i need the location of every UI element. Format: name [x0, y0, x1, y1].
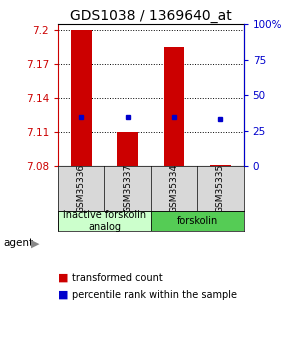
Title: GDS1038 / 1369640_at: GDS1038 / 1369640_at: [70, 9, 232, 23]
Text: percentile rank within the sample: percentile rank within the sample: [72, 290, 238, 300]
Text: GSM35334: GSM35334: [169, 164, 179, 213]
Text: agent: agent: [3, 238, 33, 248]
Text: GSM35335: GSM35335: [216, 164, 225, 213]
Bar: [58, 210, 151, 231]
Bar: [151, 210, 244, 231]
Text: ■: ■: [58, 273, 68, 283]
Bar: [117, 132, 138, 166]
Text: transformed count: transformed count: [72, 273, 163, 283]
Text: ■: ■: [58, 290, 68, 300]
Bar: [71, 30, 92, 166]
Bar: [164, 47, 184, 166]
Text: ▶: ▶: [30, 238, 39, 248]
Text: inactive forskolin
analog: inactive forskolin analog: [63, 210, 146, 232]
Text: forskolin: forskolin: [177, 216, 218, 226]
Bar: [210, 165, 231, 166]
Text: GSM35337: GSM35337: [123, 164, 132, 213]
Text: GSM35336: GSM35336: [77, 164, 86, 213]
